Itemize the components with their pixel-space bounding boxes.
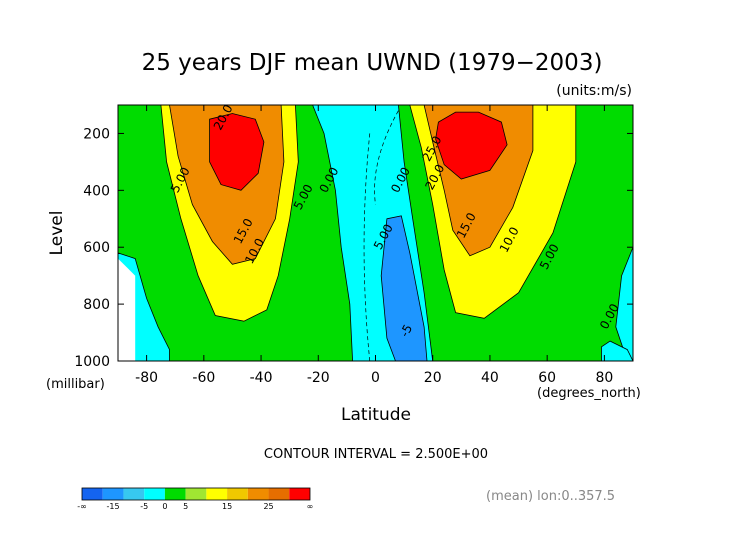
- colorbar-label: -∞: [77, 502, 87, 511]
- x-tick-label: 80: [595, 370, 613, 386]
- colorbar-label: 0: [162, 502, 167, 511]
- x-tick-label: -40: [250, 370, 273, 386]
- x-tick-label: 20: [424, 370, 442, 386]
- x-tick-label: -80: [135, 370, 158, 386]
- x-tick-label: -60: [192, 370, 215, 386]
- y-tick-label: 1000: [74, 354, 110, 370]
- contour-interval-text: CONTOUR INTERVAL = 2.500E+00: [264, 447, 488, 462]
- footer-note: (mean) lon:0..357.5: [486, 489, 615, 504]
- colorbar-swatch: [144, 488, 165, 500]
- x-tick-label: 40: [481, 370, 499, 386]
- chart-title: 25 years DJF mean UWND (1979−2003): [142, 50, 603, 76]
- x-tick-label: 0: [371, 370, 380, 386]
- x-tick-label: -20: [307, 370, 330, 386]
- jet-north-core: [435, 111, 508, 180]
- contour-label: -5: [397, 322, 415, 339]
- y-axis-label: Level: [47, 211, 67, 256]
- colorbar-label: 5: [183, 502, 188, 511]
- colorbar-swatch: [247, 488, 269, 500]
- y-tick-label: 600: [83, 240, 110, 256]
- colorbar-swatch: [227, 488, 248, 500]
- y-tick-label: 200: [83, 126, 110, 142]
- colorbar: -∞ -15 -5 0 5 15 25 ∞: [77, 487, 314, 511]
- y-tick-label: 400: [83, 183, 110, 199]
- y-axis: 200 400 600 800 1000: [74, 126, 633, 370]
- polar-easterly-north: [601, 340, 633, 361]
- x-tick-label: 60: [538, 370, 556, 386]
- colorbar-label: -15: [107, 502, 120, 511]
- y-unit-label: (millibar): [46, 377, 105, 392]
- colorbar-label: -5: [140, 502, 148, 511]
- colorbar-swatch: [185, 488, 207, 500]
- x-axis-label: Latitude: [341, 405, 411, 425]
- missing-data-mask: [118, 258, 136, 361]
- colorbar-swatch: [164, 488, 186, 500]
- colorbar-swatch: [123, 488, 145, 500]
- colorbar-swatch: [289, 488, 310, 500]
- dashed-contour: [363, 133, 371, 361]
- easterly-core: [380, 215, 428, 361]
- units-label: (units:m/s): [556, 83, 632, 99]
- colorbar-label: 15: [222, 502, 232, 511]
- colorbar-swatch: [206, 488, 228, 500]
- y-tick-label: 800: [83, 297, 110, 313]
- colorbar-swatch: [102, 488, 124, 500]
- colorbar-label: 25: [263, 502, 273, 511]
- colorbar-frame: [81, 487, 311, 501]
- jet-south-core: [209, 113, 265, 191]
- colorbar-label: ∞: [307, 502, 314, 511]
- colorbar-swatch: [82, 488, 103, 500]
- x-axis: -80 -60 -40 -20 0 20 40 60 80: [135, 105, 613, 386]
- colorbar-swatch: [268, 488, 290, 500]
- x-unit-label: (degrees_north): [537, 386, 641, 401]
